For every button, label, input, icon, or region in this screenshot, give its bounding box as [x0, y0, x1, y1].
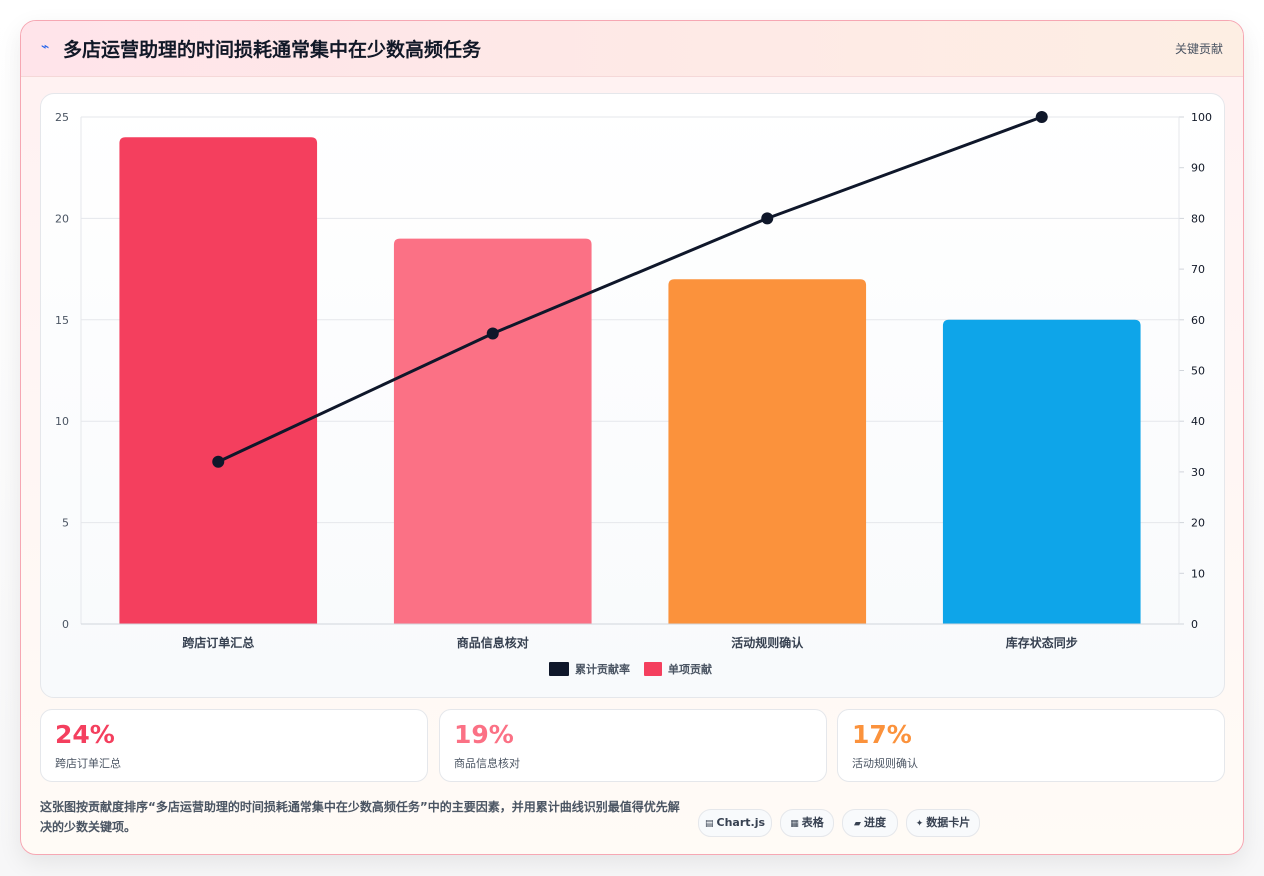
- tag-chartjs[interactable]: ▤ Chart.js: [698, 809, 772, 837]
- sparkle-icon: ✦: [915, 819, 924, 829]
- tag-data-card[interactable]: ✦ 数据卡片: [906, 809, 980, 837]
- chart-icon: ▤: [704, 819, 714, 829]
- cumulative-point-2: [486, 327, 499, 340]
- tag-label: 进度: [863, 816, 886, 829]
- y-left-tick-label: 25: [55, 111, 69, 124]
- chart-spark-icon: ⌁: [41, 39, 50, 55]
- stat-value: 24%: [55, 720, 115, 749]
- y-left-tick-label: 5: [62, 517, 69, 530]
- stat-value: 17%: [852, 720, 912, 749]
- cumulative-point-1: [212, 455, 225, 468]
- y-left-tick-label: 0: [62, 618, 69, 631]
- tag-label: Chart.js: [716, 816, 766, 829]
- chart-card: ⌁ 多店运营助理的时间损耗通常集中在少数高频任务 关键贡献 0 5 10 15 20 25…: [20, 20, 1244, 855]
- bar-2: [393, 238, 592, 624]
- table-icon: ▦: [790, 819, 799, 829]
- y-right-tick-label: 50: [1191, 365, 1205, 378]
- legend-swatch: [644, 662, 662, 676]
- stat-card-2: 19% 商品信息核对: [439, 709, 827, 782]
- x-tick-label: 跨店订单汇总: [182, 635, 254, 650]
- stat-label: 跨店订单汇总: [55, 757, 121, 770]
- legend-swatch: [549, 662, 569, 676]
- y-right-tick-label: 10: [1191, 567, 1205, 580]
- cumulative-line: [217, 115, 1043, 464]
- y-right-tick-label: 20: [1191, 517, 1205, 530]
- bar-3: [668, 279, 867, 624]
- legend-layer: 累计贡献率 单项贡献: [549, 662, 712, 676]
- legend-label: 累计贡献率: [575, 662, 630, 676]
- bar-4: [942, 319, 1141, 624]
- line-layer: [212, 111, 1048, 468]
- stat-value: 19%: [454, 720, 514, 749]
- x-tick-label: 商品信息核对: [457, 635, 529, 650]
- y-left-tick-label: 15: [55, 314, 69, 327]
- legend-label: 单项贡献: [668, 662, 712, 676]
- tag-progress[interactable]: ▰ 进度: [842, 809, 898, 837]
- y-right-tick-label: 80: [1191, 212, 1205, 225]
- bar-layer: [119, 137, 1141, 624]
- stat-card-3: 17% 活动规则确认: [837, 709, 1225, 782]
- chart-area: 0 5 10 15 20 25 0 10 20 30 40 50 60 70 80 90 100 跨店订单汇总 商品…: [40, 93, 1225, 698]
- tag-label: 表格: [801, 816, 824, 829]
- stat-card-1: 24% 跨店订单汇总: [40, 709, 428, 782]
- axis-layer: 0 5 10 15 20 25 0 10 20 30 40 50 60 70 80 90 100 跨店订单汇总 商品…: [55, 111, 1212, 650]
- y-right-tick-label: 40: [1191, 415, 1205, 428]
- chart-description: 这张图按贡献度排序“多店运营助理的时间损耗通常集中在少数高频任务”中的主要因素，…: [40, 800, 680, 834]
- tag-table[interactable]: ▦ 表格: [780, 809, 834, 837]
- y-left-tick-label: 10: [55, 415, 69, 428]
- pareto-chart: 0 5 10 15 20 25 0 10 20 30 40 50 60 70 80 90 100 跨店订单汇总 商品…: [55, 111, 1212, 676]
- x-tick-label: 活动规则确认: [731, 635, 804, 650]
- y-right-tick-label: 30: [1191, 466, 1205, 479]
- y-right-tick-label: 0: [1191, 618, 1198, 631]
- tag-label: 数据卡片: [926, 816, 971, 829]
- y-right-tick-label: 70: [1191, 263, 1205, 276]
- progress-icon: ▰: [854, 819, 861, 829]
- cumulative-point-3: [761, 212, 774, 225]
- y-right-tick-label: 100: [1191, 111, 1212, 124]
- x-tick-label: 库存状态同步: [1006, 635, 1078, 650]
- y-left-tick-label: 20: [55, 212, 69, 225]
- y-right-tick-label: 60: [1191, 314, 1205, 327]
- header-badge: 关键贡献: [1174, 42, 1223, 56]
- stat-label: 商品信息核对: [454, 757, 520, 770]
- bar-1: [119, 137, 318, 624]
- cumulative-point-4: [1035, 111, 1048, 123]
- y-right-tick-label: 90: [1191, 162, 1205, 175]
- card-header: ⌁ 多店运营助理的时间损耗通常集中在少数高频任务 关键贡献: [21, 21, 1243, 77]
- page-title: 多店运营助理的时间损耗通常集中在少数高频任务: [63, 39, 482, 61]
- stat-label: 活动规则确认: [852, 757, 918, 770]
